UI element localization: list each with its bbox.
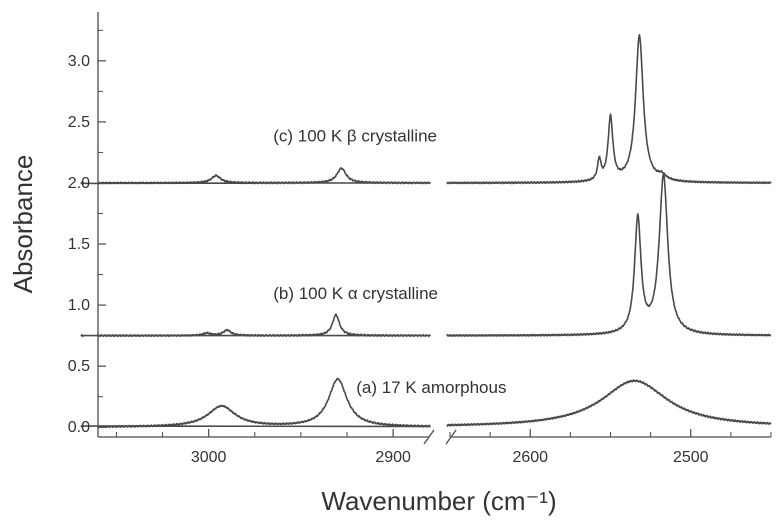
- series-line-0-segment-0: [80, 377, 431, 429]
- series-line-0-segment-1: [446, 379, 772, 427]
- series-layer: [80, 34, 772, 429]
- y-tick-label: 0.0: [68, 419, 90, 436]
- series-annotation: (a) 17 K amorphous: [356, 378, 506, 397]
- x-tick-label: 3000: [191, 449, 227, 466]
- y-tick-label: 3.0: [68, 53, 90, 70]
- y-axis-title: Absorbance: [8, 155, 38, 294]
- axis-break-mark: [445, 429, 457, 445]
- x-tick-label: 2500: [673, 449, 709, 466]
- tick-layer: 0.0 0.5 1.0 1.5 2.0 2.5 3.0 3000 2900 2600 2500: [68, 29, 772, 466]
- series-line-2-segment-0: [80, 167, 431, 185]
- y-tick-label: 2.0: [68, 175, 90, 192]
- x-tick-label: 2600: [512, 449, 548, 466]
- x-axis-title: Wavenumber (cm⁻¹): [321, 486, 556, 516]
- series-line-1-segment-1: [446, 173, 772, 337]
- y-tick-label: 2.5: [68, 114, 90, 131]
- series-line-2-segment-1: [446, 34, 772, 185]
- axis-break-mark: [423, 429, 435, 445]
- series-annotation: (c) 100 K β crystalline: [273, 126, 437, 145]
- x-tick-label: 2900: [375, 449, 411, 466]
- y-tick-label: 1.5: [68, 236, 90, 253]
- y-tick-label: 0.5: [68, 358, 90, 375]
- y-tick-label: 1.0: [68, 297, 90, 314]
- series-annotation: (b) 100 K α crystalline: [273, 284, 438, 303]
- series-line-1-segment-0: [80, 313, 431, 338]
- annotation-layer: (c) 100 K β crystalline (b) 100 K α cryst…: [273, 126, 506, 397]
